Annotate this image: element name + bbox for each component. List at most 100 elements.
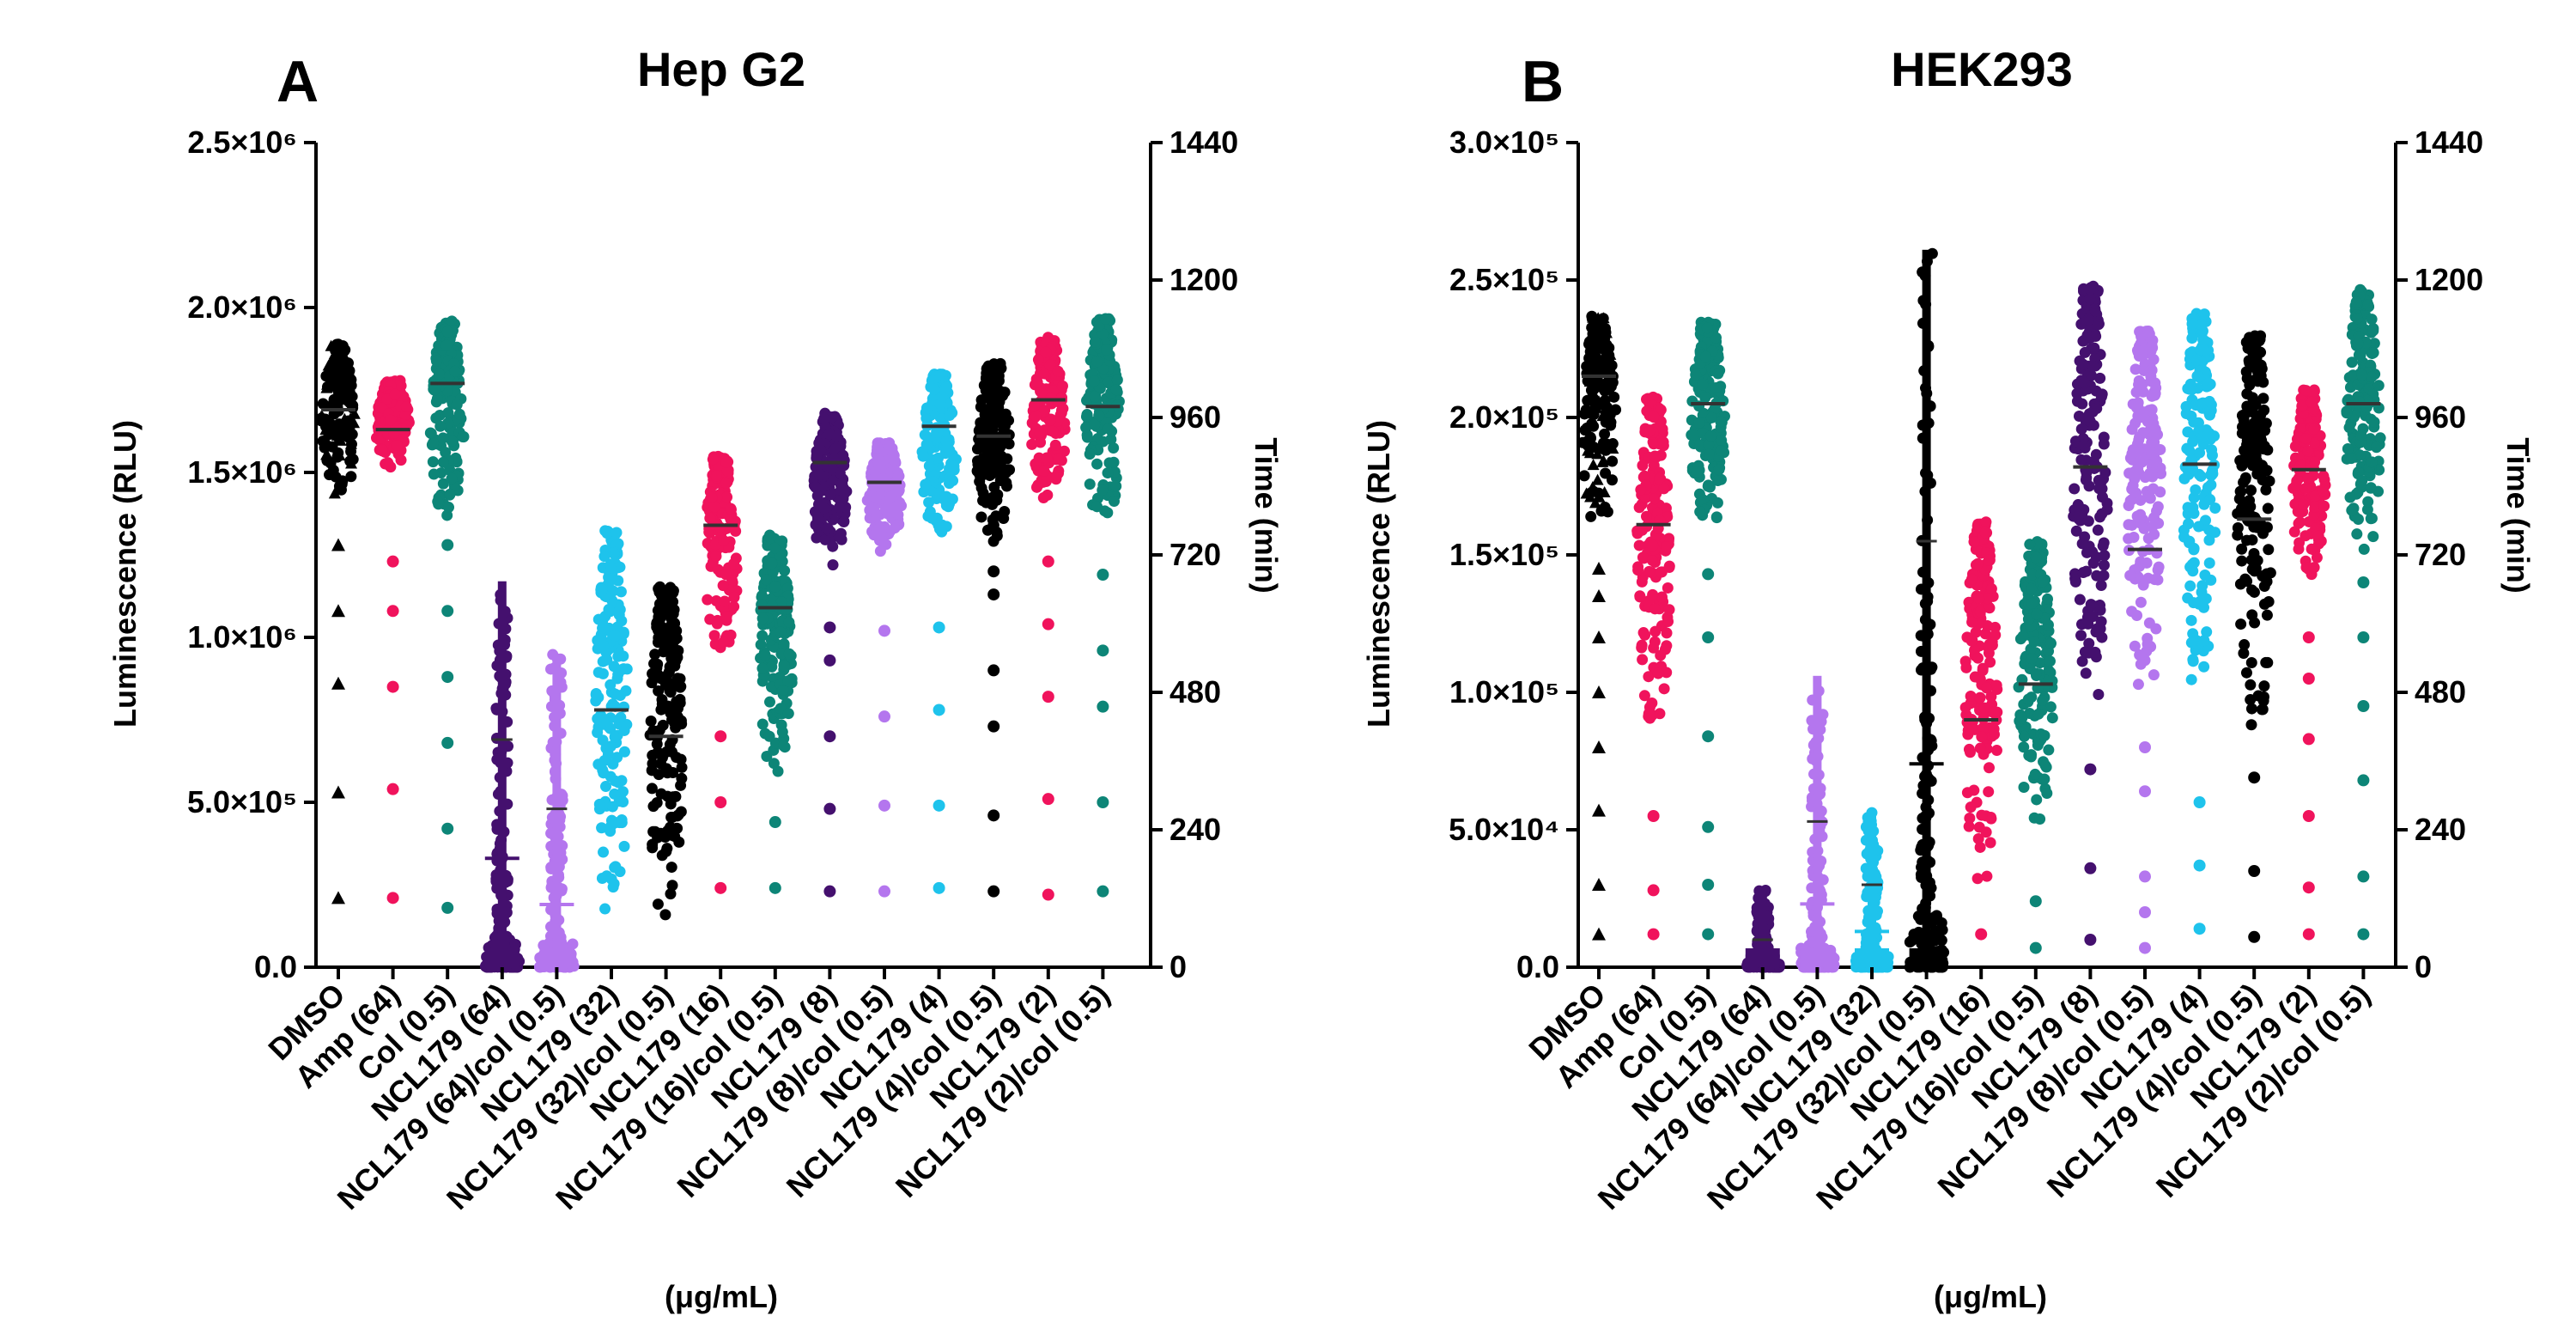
panel-b-data-point (1632, 564, 1644, 576)
panel-b-data-point (1600, 417, 1612, 429)
panel-b-data-point (1712, 475, 1724, 487)
panel-b-data-point (1588, 408, 1600, 420)
panel-a-data-point (328, 487, 341, 499)
panel-a-data-point (1111, 374, 1123, 386)
panel-b-data-point (2245, 703, 2257, 715)
panel-a-data-point (833, 502, 845, 514)
panel-a-data-point (872, 442, 884, 454)
panel-a-series-12 (971, 357, 1016, 898)
panel-b-data-point (1711, 496, 1723, 509)
panel-a-outlier-point (878, 885, 890, 898)
panel-a-data-point (728, 600, 740, 612)
panel-b-data-point (2093, 319, 2105, 331)
panel-a-data-point (657, 627, 669, 639)
panel-b-data-point (1582, 375, 1594, 387)
panel-b-data-point (2079, 531, 2091, 543)
panel-b-data-point (1635, 484, 1647, 496)
panel-a-series-5 (590, 525, 633, 915)
panel-b-data-point (1710, 332, 1722, 344)
panel-a-data-point (756, 662, 769, 674)
panel-b-unit-label: (μg/mL) (1934, 1279, 2047, 1314)
panel-b-data-point (1969, 671, 1981, 683)
panel-a-data-point (765, 681, 777, 693)
panel-a-data-point (987, 535, 999, 547)
panel-a-data-point (598, 846, 610, 858)
panel-b-data-point (1655, 649, 1667, 661)
panel-a-data-point (778, 660, 790, 672)
panel-b-series-8 (2013, 536, 2058, 954)
panel-a-outlier-point (1097, 569, 1109, 582)
panel-a-data-point (999, 464, 1011, 476)
panel-b-data-point (1710, 382, 1722, 394)
panel-a-series-8 (755, 529, 798, 894)
panel-b-data-point (2184, 445, 2196, 457)
panel-b-outlier-point (2084, 763, 2097, 776)
panel-b-data-point (1661, 627, 1673, 639)
panel-b-ytick-label: 0.0 (1516, 949, 1559, 984)
panel-a-data-point (1057, 403, 1069, 415)
panel-b-data-point (2038, 729, 2050, 741)
panel-b-data-point (2196, 580, 2208, 592)
panel-a-outlier-point (714, 796, 727, 808)
panel-a-data-point (987, 519, 999, 531)
panel-a-data-point (331, 338, 343, 350)
panel-a-data-point (1041, 452, 1053, 464)
panel-a-data-point (598, 551, 611, 563)
panel-b-data-point (1663, 604, 1675, 616)
panel-b-data-point (1649, 493, 1661, 505)
panel-a-data-point (400, 400, 412, 412)
panel-b-data-point (2083, 480, 2095, 492)
panel-b-series-9 (2068, 280, 2113, 946)
panel-b-data-point (1701, 322, 1713, 334)
panel-b-data-point (2203, 534, 2215, 546)
panel-b-data-point (2030, 667, 2042, 679)
panel-a-data-point (618, 746, 630, 758)
panel-a-data-point (1030, 481, 1042, 493)
panel-b-data-point (2069, 576, 2081, 588)
panel-b-data-point (2145, 440, 2157, 452)
panel-a-data-point (783, 648, 795, 660)
panel-a-data-point (1108, 456, 1120, 468)
panel-a-data-point (985, 436, 997, 448)
panel-b-data-point (1637, 460, 1649, 472)
panel-a-data-point (440, 339, 453, 351)
panel-b-data-point (2199, 570, 2211, 582)
panel-b-outlier-point (2139, 785, 2151, 798)
panel-a-data-point (647, 801, 659, 813)
panel-b-data-point (2193, 521, 2205, 533)
panel-b-data-point (1639, 629, 1651, 641)
panel-a-data-point (923, 496, 935, 509)
panel-b-data-point (2084, 283, 2096, 295)
panel-a-outlier-point (987, 565, 1000, 578)
panel-a-data-point (667, 767, 679, 779)
panel-a-outlier-point (441, 539, 454, 551)
panel-a-series-4 (533, 649, 580, 973)
panel-b-data-point (2087, 360, 2099, 372)
panel-b-data-point (2249, 431, 2261, 443)
panel-a-y2tick-label: 960 (1170, 399, 1221, 435)
panel-a-data-point (1080, 422, 1092, 434)
panel-b-y2tick-label: 960 (2415, 399, 2466, 435)
panel-a-data-point (618, 840, 630, 852)
panel-a-data-point (819, 533, 831, 545)
panel-a-outlier-point (714, 881, 727, 894)
panel-b-y2tick-label: 240 (2415, 812, 2466, 847)
panel-a-data-point (337, 475, 349, 487)
panel-b-data-point (1663, 560, 1675, 572)
panel-a-data-point (756, 612, 769, 624)
panel-a-data-point (648, 671, 660, 683)
panel-b-data-point (1693, 417, 1705, 429)
panel-b-data-point (2196, 431, 2208, 443)
panel-b-data-point (2026, 582, 2038, 594)
panel-a-data-point (974, 439, 986, 451)
panel-b-data-point (1649, 450, 1661, 462)
panel-b-data-point (1655, 566, 1667, 578)
panel-b-data-point (2241, 373, 2253, 385)
panel-a-data-point (437, 478, 449, 490)
panel-b-data-point (1652, 667, 1664, 679)
panel-b-ytick-label: 1.5×10⁵ (1449, 537, 1559, 572)
panel-a-y2tick-label: 720 (1170, 537, 1221, 572)
panel-b-data-point (1983, 554, 1995, 566)
panel-b-data-point (1985, 691, 1997, 703)
panel-a-data-point (661, 843, 673, 855)
